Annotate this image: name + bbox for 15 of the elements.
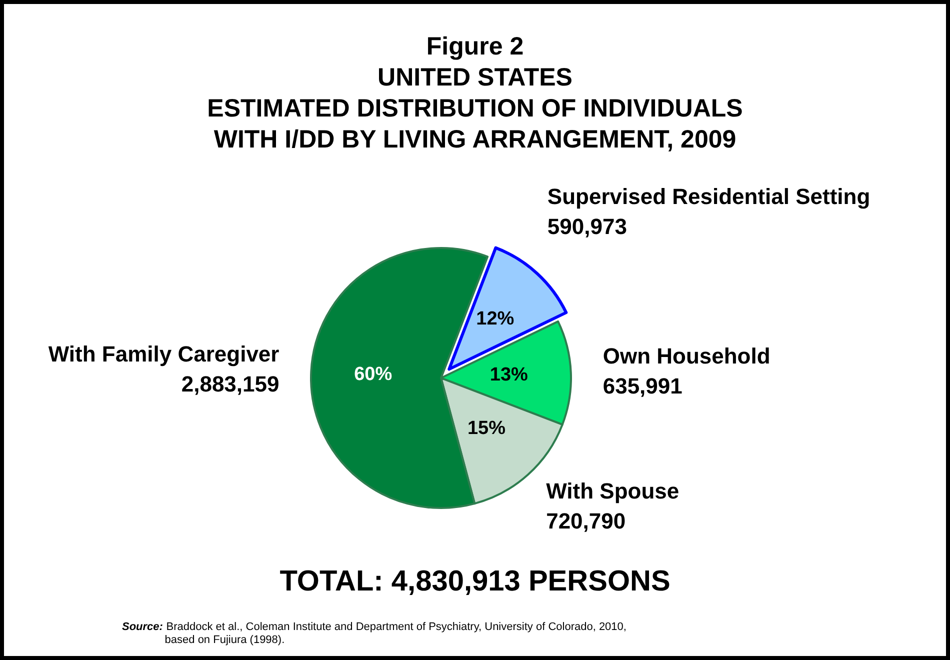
slice-label: Supervised Residential Setting (547, 184, 870, 209)
data-label: 60% (354, 364, 392, 385)
slice-label: Own Household (602, 343, 770, 368)
data-label: 12% (476, 308, 514, 330)
data-label: 15% (467, 418, 506, 440)
data-label: 13% (490, 364, 528, 386)
slice-label: With Family Caregiver (48, 342, 280, 366)
slice-label: With Spouse (546, 478, 680, 504)
text: 720,790 (546, 508, 626, 534)
text: 590,973 (547, 214, 627, 239)
source-note: Source: Braddock et al., Coleman Institute and Department of Psychiatry, University of Colorado, 2010, based on Fujiura (1998). (122, 621, 626, 646)
text: TOTAL: 4,830,913 PERSONS (280, 566, 670, 598)
text: 2,883,159 (181, 372, 280, 396)
text: 635,991 (602, 373, 682, 398)
chart-title: Figure 2 UNITED STATES ESTIMATED DISTRIBUTION OF INDIVIDUALS WITH I/DD BY LIVING ARRANGEMENT, 2009 (207, 32, 743, 154)
